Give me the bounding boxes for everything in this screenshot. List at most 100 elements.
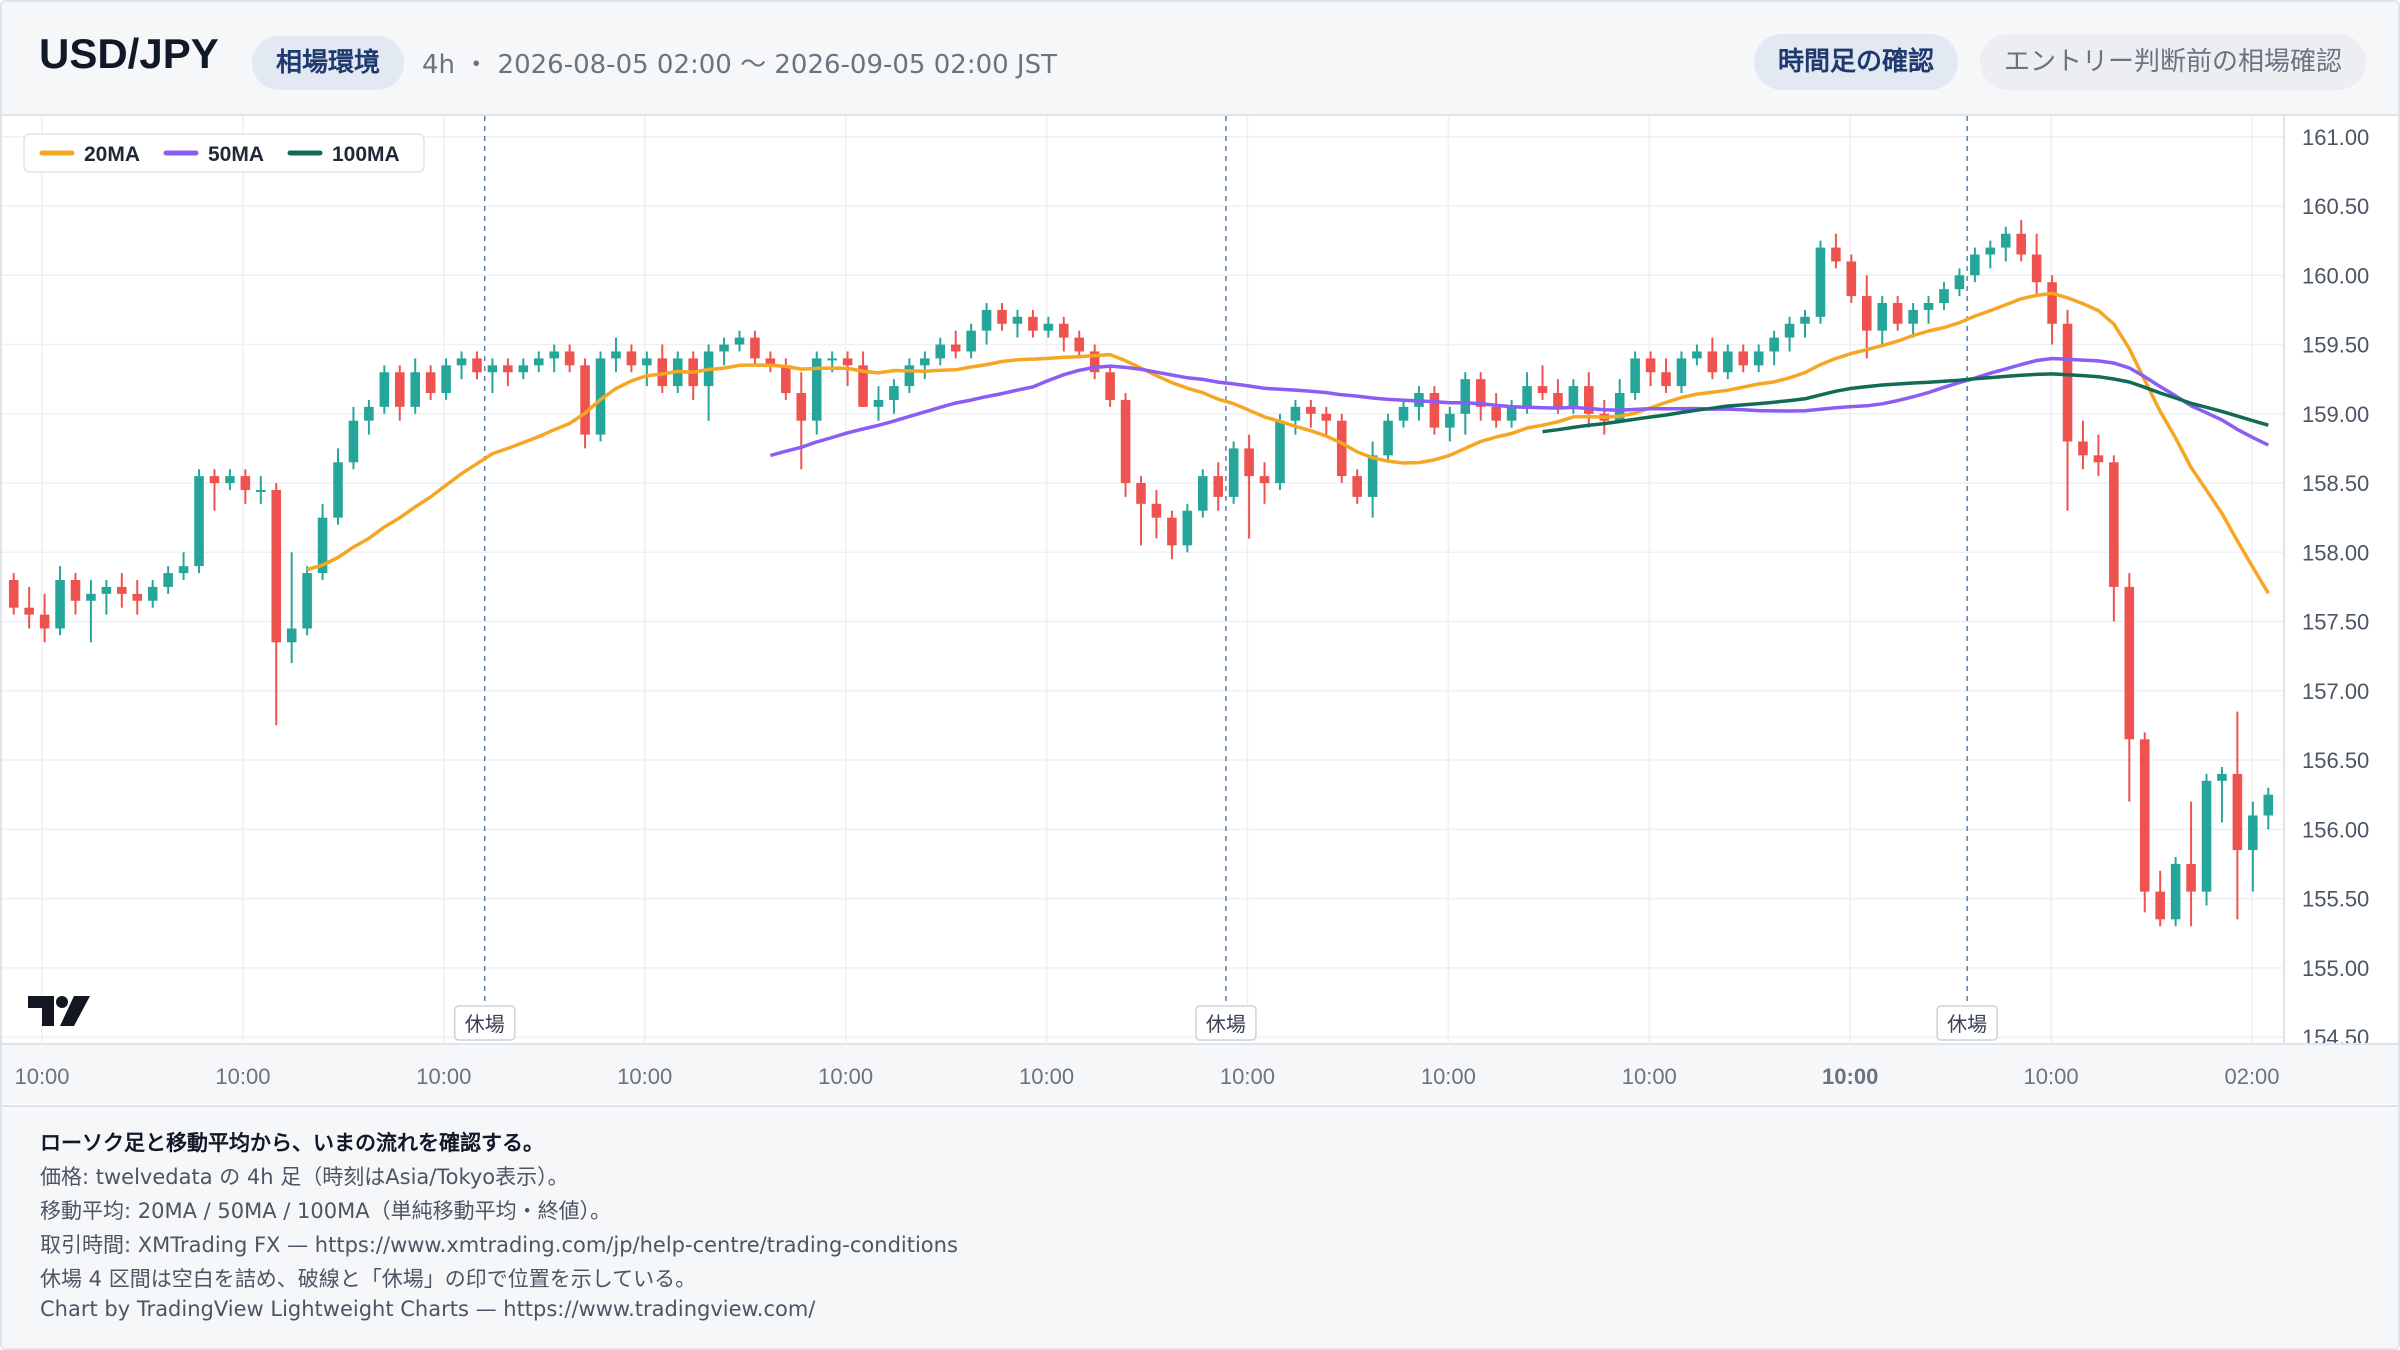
x-tick-label: 10:00 <box>1421 1064 1476 1089</box>
candle-down <box>796 393 807 421</box>
chart-header: USD/JPY 相場環境 4h ・ 2026-08-05 02:00 〜 202… <box>2 2 2398 116</box>
candle-up <box>1985 247 1996 255</box>
ma-line-20ma <box>306 291 2270 595</box>
candle-down <box>2093 455 2104 463</box>
y-tick-label: 158.50 <box>2302 471 2369 496</box>
candle-up <box>379 372 390 407</box>
x-tick-label: 10:00 <box>617 1064 672 1089</box>
candle-up <box>364 406 374 421</box>
candle-down <box>1244 448 1254 477</box>
candle-down <box>472 358 482 373</box>
candle-up <box>533 358 544 366</box>
chart-footer: ローソク足と移動平均から、いまの流れを確認する。 価格: twelvedata … <box>2 1105 2398 1348</box>
candle-up <box>86 593 96 601</box>
candle-up <box>935 344 946 359</box>
candle-up <box>1970 254 1980 276</box>
candle-down <box>394 372 405 407</box>
candle-up <box>2217 773 2227 781</box>
candle-down <box>2232 773 2243 851</box>
candle-down <box>2124 586 2135 740</box>
candle-down <box>1892 302 1903 324</box>
x-tick-label: 10:00 <box>2024 1064 2079 1089</box>
candle-down <box>580 365 590 435</box>
y-tick-label: 160.50 <box>2302 194 2369 219</box>
market-closed-label: 休場 <box>1206 1013 1246 1036</box>
candle-up <box>147 586 158 601</box>
y-tick-label: 159.00 <box>2302 402 2369 427</box>
candle-down <box>1028 316 1038 331</box>
candle-up <box>827 358 837 361</box>
candle-up <box>333 462 343 518</box>
candle-up <box>549 351 559 359</box>
candle-up <box>611 351 621 359</box>
candle-down <box>842 358 853 366</box>
price-chart[interactable]: 161.00 160.50 160.00 159.50 159.00 158.50 158.… <box>2 116 2398 1104</box>
legend-label: 100MA <box>332 143 400 166</box>
y-tick-label: 156.50 <box>2302 748 2369 773</box>
candle-up <box>1614 393 1625 421</box>
y-tick-label: 160.00 <box>2302 263 2369 288</box>
candle-down <box>1259 476 1270 484</box>
timeframe-range: 4h ・ 2026-08-05 02:00 〜 2026-09-05 02:00… <box>422 50 1057 80</box>
candle-up <box>1383 420 1393 456</box>
entry-check-button[interactable]: エントリー判断前の相場確認 <box>1980 34 2367 90</box>
candle-up <box>1676 358 1687 387</box>
candle-down <box>1661 372 1671 387</box>
candle-up <box>595 358 606 435</box>
x-tick-label: 10:00 <box>1622 1064 1677 1089</box>
timeframe-check-button[interactable]: 時間足の確認 <box>1754 34 1959 90</box>
y-tick-label: 155.00 <box>2302 956 2369 981</box>
candle-down <box>750 337 760 359</box>
candle-down <box>2078 441 2088 456</box>
candle-up <box>1800 316 1810 324</box>
market-closed-badge <box>1195 1005 1257 1041</box>
candle-down <box>1861 296 1872 331</box>
candle-up <box>1908 309 1918 324</box>
candle-up <box>518 365 529 373</box>
y-tick-label: 157.50 <box>2302 610 2369 635</box>
logo-part <box>60 996 90 1026</box>
candle-up <box>101 586 112 594</box>
candle-up <box>225 476 235 484</box>
logo-part <box>28 996 54 1026</box>
candle-up <box>1723 351 1733 373</box>
legend-label: 50MA <box>208 143 264 166</box>
candle-down <box>2062 323 2073 442</box>
candle-up <box>163 573 173 587</box>
candle-down <box>1831 247 1841 262</box>
x-tick-label: 10:00 <box>1822 1064 1878 1089</box>
candle-down <box>271 489 282 643</box>
candle-down <box>950 344 961 352</box>
candle-down <box>1213 476 1223 497</box>
x-tick-label: 10:00 <box>1220 1064 1275 1089</box>
candle-up <box>1954 275 1965 290</box>
candle-up <box>1290 406 1301 421</box>
footer-trading-hours: 取引時間: XMTrading FX — https://www.xmtradi… <box>40 1233 958 1257</box>
chart-area[interactable]: 161.00 160.50 160.00 159.50 159.00 158.50 158.… <box>2 116 2398 1104</box>
candle-up <box>1506 406 1517 421</box>
candle-down <box>765 358 776 366</box>
x-tick-label: 10:00 <box>14 1064 69 1089</box>
market-closed-badge <box>1936 1005 1998 1041</box>
candle-down <box>1089 351 1100 373</box>
market-closed-label: 休場 <box>465 1013 505 1036</box>
candle-down <box>1352 476 1362 497</box>
candle-up <box>1630 358 1640 394</box>
candle-up <box>2248 815 2258 851</box>
candle-down <box>1151 503 1162 518</box>
y-tick-label: 158.00 <box>2302 540 2369 565</box>
legend: 20MA 50MA 100MA <box>23 133 425 173</box>
candle-down <box>1105 372 1115 400</box>
candle-down <box>1738 351 1749 366</box>
candle-down <box>1306 406 1316 414</box>
candle-up <box>734 337 745 345</box>
y-tick-label: 159.50 <box>2302 333 2369 358</box>
candle-down <box>1120 399 1131 484</box>
candle-up <box>2263 794 2274 816</box>
candle-down <box>1059 323 1069 338</box>
candle-up <box>302 573 312 629</box>
candle-up <box>256 489 266 492</box>
candle-up <box>2170 863 2181 920</box>
candle-down <box>1491 406 1501 421</box>
